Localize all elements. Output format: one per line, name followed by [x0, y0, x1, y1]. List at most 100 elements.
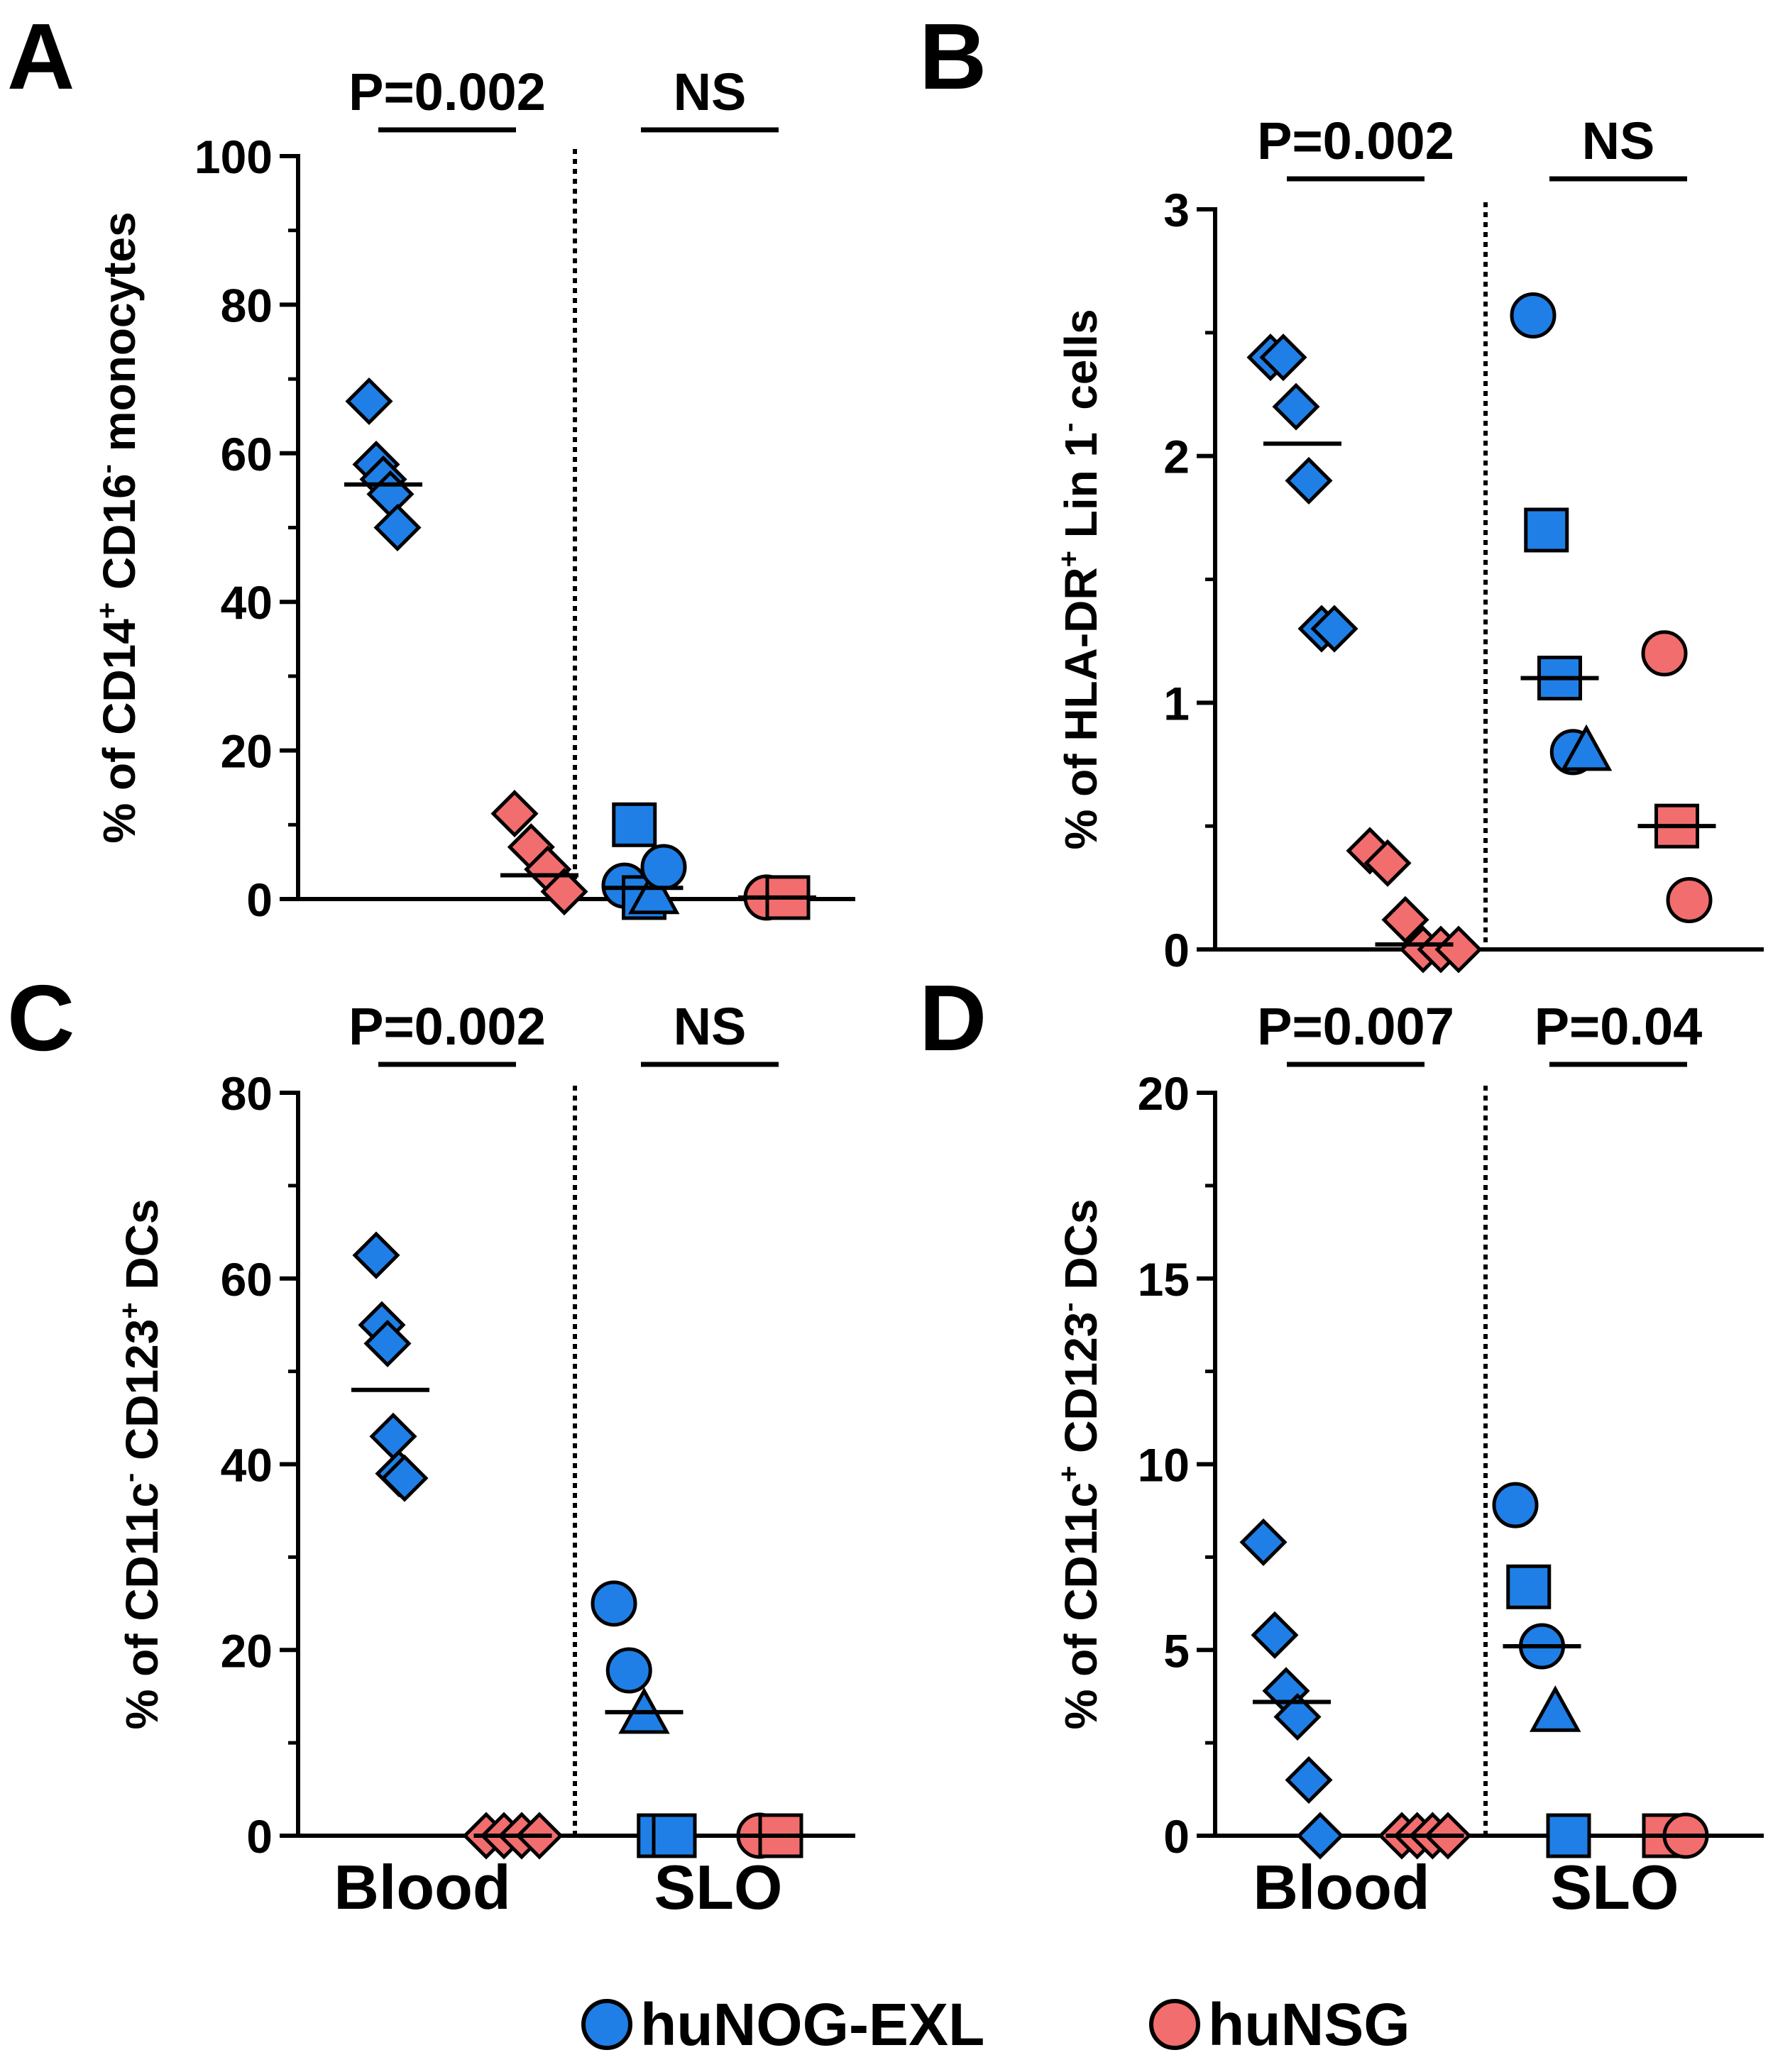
y-axis-label-part: % of CD11c	[1055, 1482, 1107, 1730]
data-point-diamond	[373, 503, 422, 552]
group-blood-hunog-exl	[351, 1231, 429, 1502]
significance-label: P=0.002	[1257, 111, 1454, 170]
data-point-circle	[1641, 630, 1688, 677]
y-tick-label: 40	[221, 576, 273, 629]
y-axis-label-part: DCs	[1055, 1198, 1107, 1302]
y-tick-label: 15	[1138, 1253, 1190, 1306]
y-axis-label-part: CD123	[1055, 1312, 1107, 1466]
y-axis-label-sup: -	[1053, 1302, 1085, 1311]
group-blood-hunog-exl	[1246, 334, 1358, 653]
y-axis-label-sup: -	[92, 464, 123, 473]
group-slo-hunsg	[1636, 1812, 1714, 1859]
y-tick-label: 5	[1163, 1624, 1190, 1677]
panel-letter: C	[7, 966, 75, 1070]
data-point-diamond	[1310, 605, 1358, 653]
significance-label: NS	[1582, 111, 1655, 170]
y-tick-label: 1	[1163, 677, 1190, 729]
data-point-triangle	[628, 867, 680, 915]
data-point-circle	[591, 1580, 637, 1627]
y-tick-label: 20	[221, 725, 273, 778]
data-point-diamond	[369, 1412, 417, 1460]
group-slo-hunog-exl	[1510, 292, 1613, 776]
y-tick-label: 0	[1163, 1810, 1190, 1863]
y-axis-label: % of HLA-DR+ Lin 1- cells	[1053, 309, 1107, 849]
y-axis-label-sup: +	[92, 602, 123, 619]
y-axis-label-sup: -	[114, 1473, 146, 1482]
data-point-diamond	[363, 1319, 412, 1367]
data-point-circle	[605, 1647, 652, 1694]
y-axis-label-sup: +	[1053, 551, 1085, 567]
y-axis-label-part: % of CD11c	[116, 1482, 168, 1730]
panel-d: D 0 5 10 15 20 % of CD11c+ CD123- DCs P=0.007 P=…	[919, 966, 1764, 1922]
data-point-diamond	[1239, 1518, 1288, 1566]
panel-b: B 0 1 2 3 % of HLA-DR+ Lin 1- cells P=0.002 NS	[919, 4, 1764, 976]
data-point-diamond	[1272, 382, 1320, 431]
y-axis-label-sup: -	[1053, 423, 1085, 432]
data-point-square	[1524, 507, 1569, 553]
y-axis-label-sup: +	[1053, 1466, 1085, 1482]
data-point-square	[1546, 1813, 1591, 1858]
y-axis-label-part: cells	[1055, 309, 1107, 422]
group-blood-hunog-exl	[1239, 1518, 1344, 1860]
data-point-triangle	[1530, 1685, 1581, 1732]
group-slo-hunog-exl	[1492, 1482, 1591, 1858]
group-blood-hunsg	[1346, 827, 1483, 974]
legend: huNOG-EXL huNSG	[581, 1991, 1410, 2058]
data-point-diamond	[380, 1454, 429, 1502]
y-tick-label: 2	[1163, 431, 1190, 483]
data-point-square	[1506, 1564, 1552, 1609]
y-axis-label-sup: +	[114, 1302, 146, 1318]
group-blood-hunsg	[462, 1812, 564, 1860]
legend-label-hunog-exl: huNOG-EXL	[640, 1991, 984, 2058]
significance-label: P=0.04	[1535, 997, 1703, 1056]
data-point-diamond	[1285, 1756, 1333, 1804]
data-point-diamond	[352, 1231, 400, 1279]
y-tick-label: 40	[221, 1439, 273, 1492]
panel-c: C 0 20 40 60 80 % of CD11c- CD123+ DCs P=0.002 N…	[7, 966, 855, 1922]
significance-label: NS	[674, 62, 747, 121]
y-tick-label: 80	[221, 279, 273, 331]
y-axis-label-part: CD16	[94, 473, 145, 602]
data-point-diamond	[540, 867, 588, 916]
y-axis-label: % of CD14+ CD16- monocytes	[92, 211, 145, 843]
y-axis-label-part: % of HLA-DR	[1055, 567, 1107, 849]
data-point-diamond	[1273, 1692, 1322, 1741]
y-tick-label: 0	[246, 1810, 273, 1863]
y-axis-label-part: monocytes	[94, 211, 145, 464]
data-point-circle	[1666, 876, 1713, 923]
data-point-diamond	[1434, 925, 1483, 974]
y-tick-label: 60	[221, 428, 273, 480]
group-slo-hunsg	[738, 874, 816, 921]
group-slo-hunog-exl	[601, 802, 687, 920]
data-point-triangle	[1560, 724, 1613, 771]
y-axis-label-part: Lin 1	[1055, 432, 1107, 551]
data-point-circle	[1492, 1482, 1539, 1528]
significance-label: P=0.002	[348, 997, 546, 1056]
data-point-circle	[640, 844, 687, 891]
y-axis-label-part: % of CD14	[94, 619, 145, 844]
group-blood-hunog-exl	[344, 377, 422, 552]
panel-letter: D	[919, 966, 987, 1070]
group-slo-hunsg	[731, 1812, 809, 1859]
data-point-square	[612, 802, 657, 847]
data-point-diamond	[1251, 1611, 1299, 1659]
group-slo-hunog-exl	[591, 1580, 697, 1858]
data-point-diamond	[490, 790, 539, 838]
data-point-diamond	[1363, 839, 1412, 887]
data-point-square	[652, 1813, 697, 1858]
y-tick-label: 60	[221, 1253, 273, 1306]
y-axis-label-part: DCs	[116, 1198, 168, 1302]
x-tick-label: SLO	[1551, 1852, 1679, 1922]
significance-label: P=0.007	[1257, 997, 1454, 1056]
y-tick-label: 80	[221, 1067, 273, 1120]
data-point-diamond	[1285, 456, 1333, 505]
legend-marker-hunog-exl	[581, 1999, 632, 2050]
x-tick-label: SLO	[654, 1852, 783, 1922]
data-point-diamond	[1296, 1812, 1344, 1860]
group-blood-hunsg	[490, 790, 588, 916]
data-point-diamond	[345, 377, 393, 426]
group-slo-hunsg	[1637, 630, 1716, 923]
y-axis-label: % of CD11c+ CD123- DCs	[1053, 1198, 1107, 1729]
